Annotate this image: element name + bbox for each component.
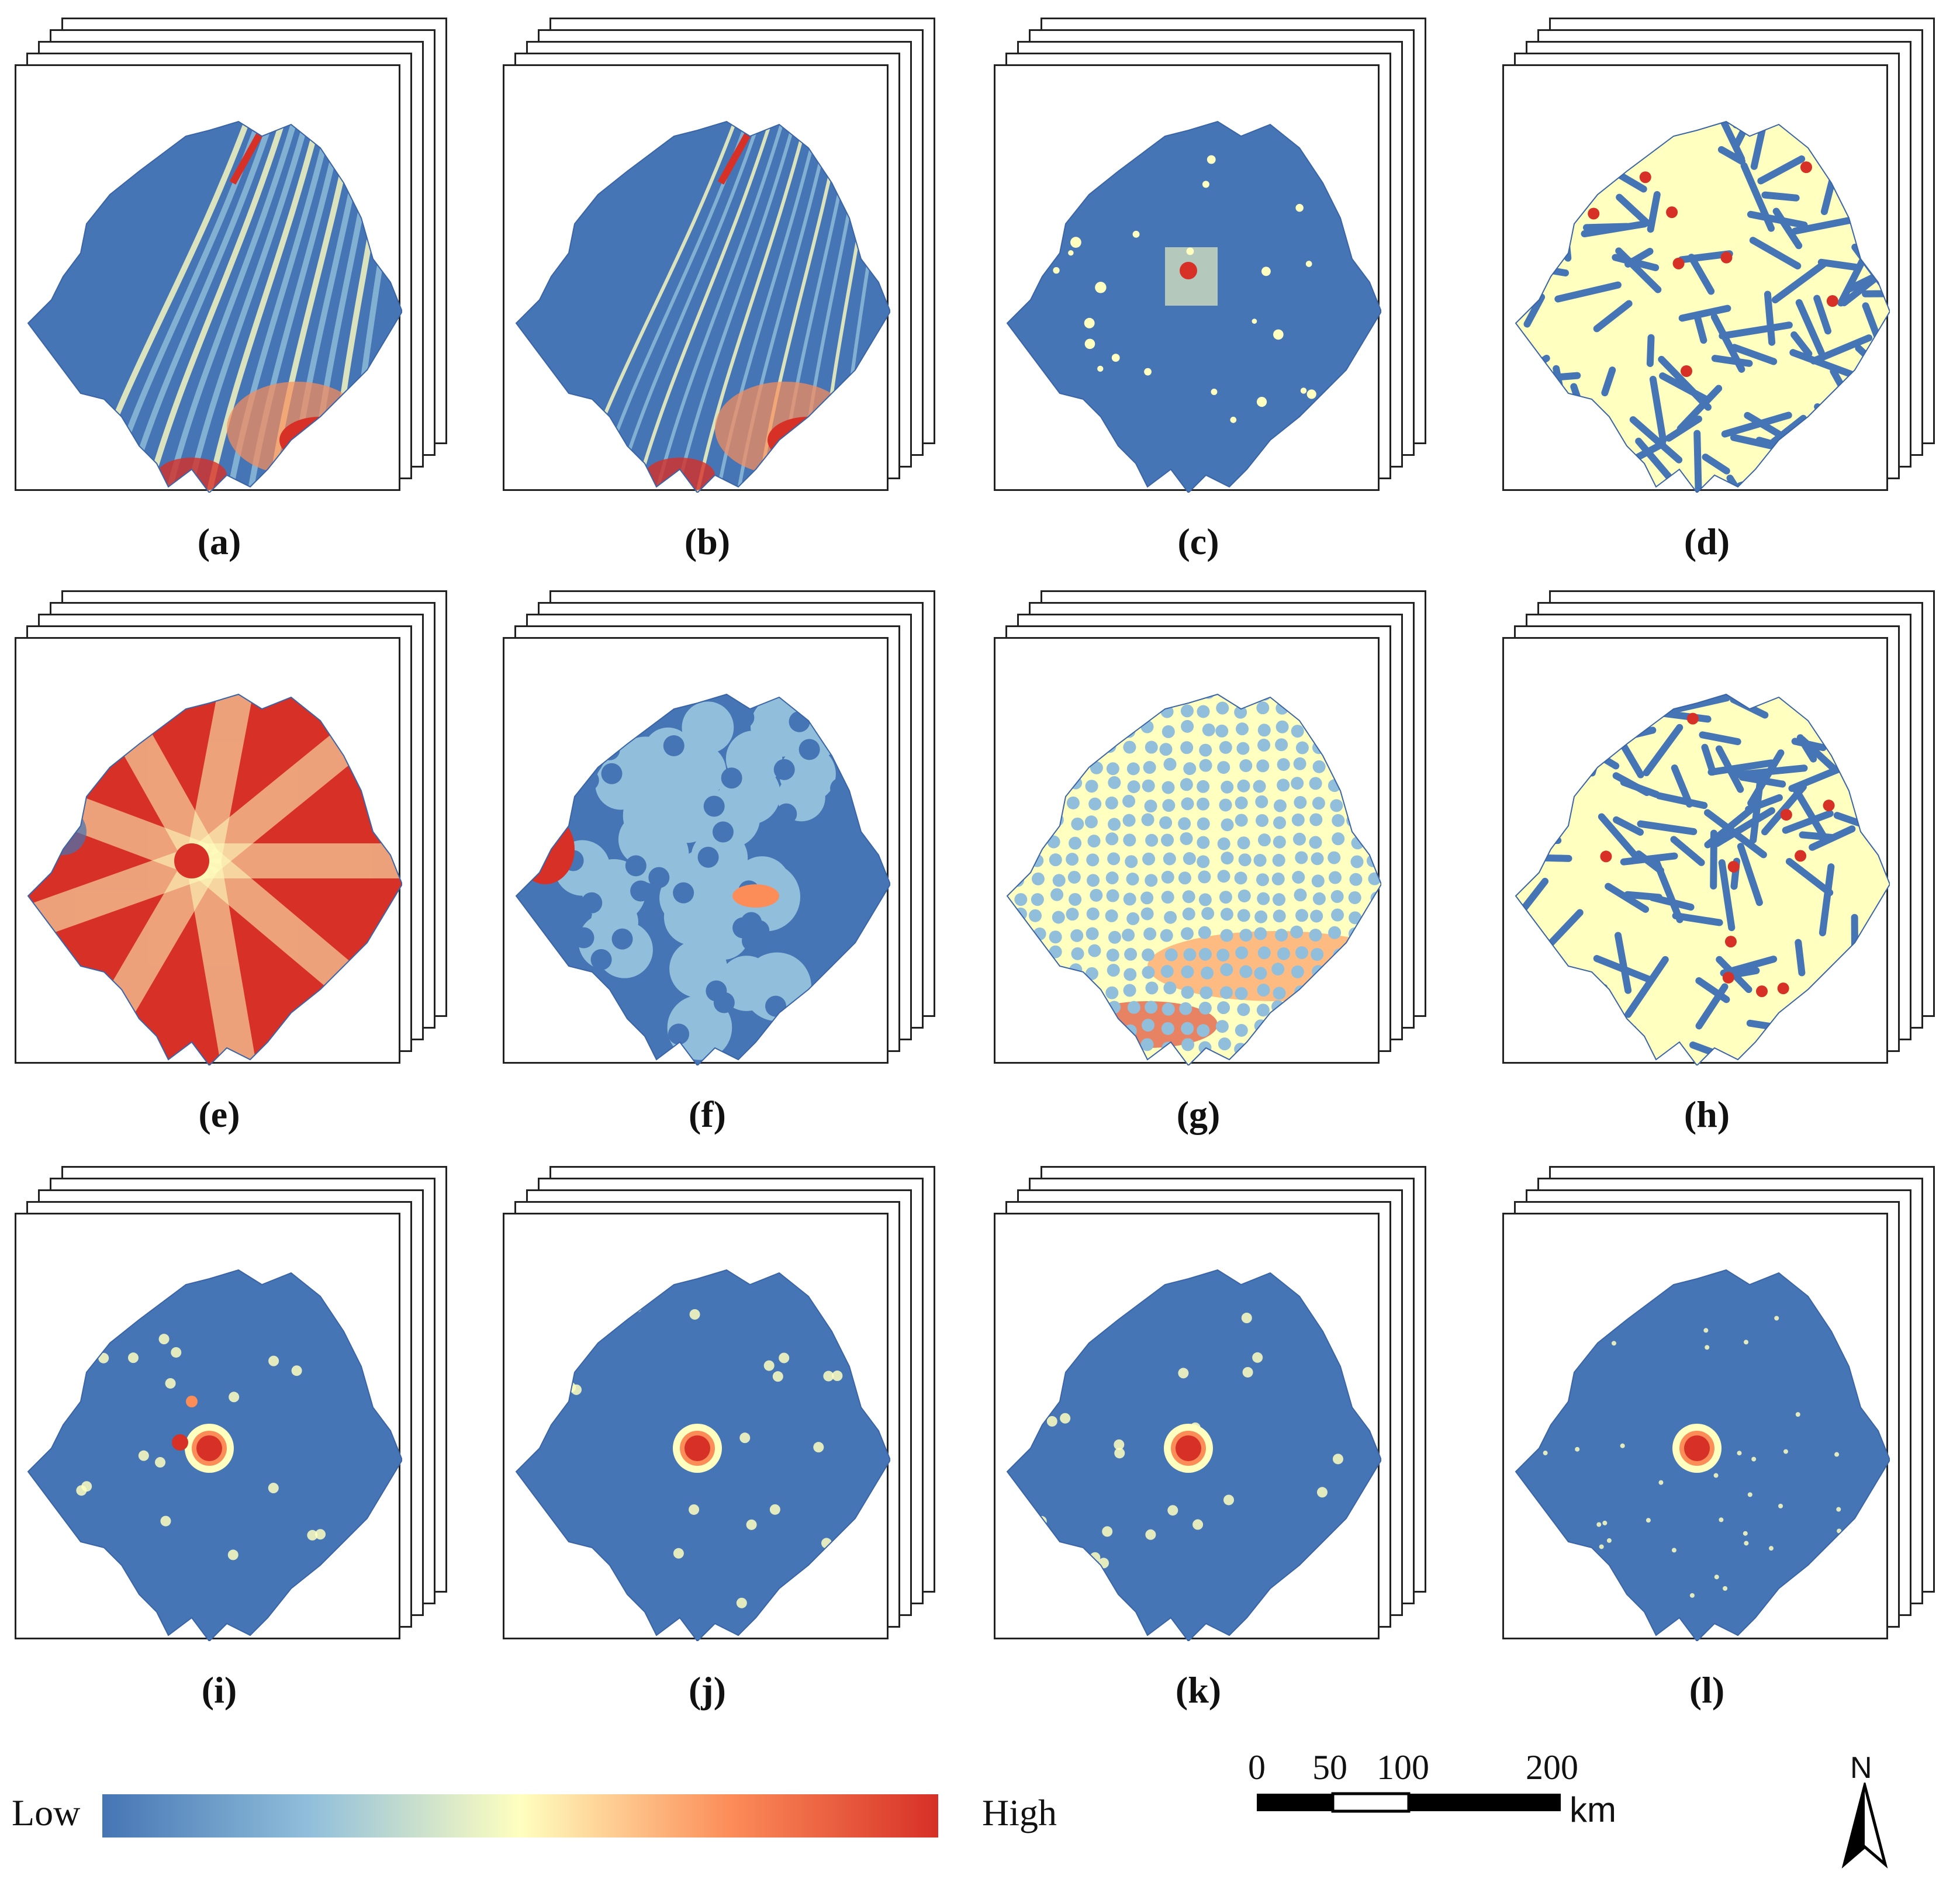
layer-stack [994,1166,1438,1657]
map-raster [515,693,890,1065]
map-raster [27,1269,402,1641]
map-panel-j: (j) [503,1166,947,1711]
map-raster [1006,120,1381,493]
map-panel-g: (g) [994,590,1438,1135]
map-raster [1515,1269,1890,1641]
panel-caption: (i) [201,1669,237,1711]
map-sheet-front [994,637,1381,1065]
map-raster [1515,120,1890,493]
panel-caption: (k) [1175,1669,1222,1711]
panel-caption: (h) [1684,1094,1730,1135]
panel-caption: (b) [684,521,731,562]
panel-caption: (a) [197,521,241,562]
map-sheet-front [994,64,1381,493]
map-sheet-front [503,64,890,493]
map-sheet-front [1502,637,1890,1065]
map-raster [515,1269,890,1641]
layer-stack [503,590,947,1081]
panel-caption: (f) [689,1094,726,1135]
map-raster [1006,1269,1381,1641]
scale-tick-100: 100 [1377,1748,1429,1787]
map-raster [27,120,402,493]
map-sheet-front [15,64,402,493]
panel-caption: (j) [689,1669,726,1711]
map-raster [1006,693,1381,1065]
scale-bar-graphic [1257,1792,1561,1813]
panel-caption: (g) [1176,1094,1221,1135]
map-panel-f: (f) [503,590,947,1135]
map-raster [1515,693,1890,1065]
map-panel-d: (d) [1502,18,1947,562]
panel-caption: (l) [1689,1669,1725,1711]
scale-tick-0: 0 [1248,1748,1266,1787]
layer-stack [15,18,459,508]
layer-stack [1502,18,1947,508]
map-panel-h: (h) [1502,590,1947,1135]
map-sheet-front [503,637,890,1065]
scale-tick-50: 50 [1312,1748,1347,1787]
layer-stack [503,18,947,508]
map-panel-c: (c) [994,18,1438,562]
map-raster [27,693,402,1065]
layer-stack [15,590,459,1081]
layer-stack [503,1166,947,1657]
map-raster [515,120,890,493]
map-panel-i: (i) [15,1166,459,1711]
panel-caption: (c) [1177,521,1219,562]
map-panel-b: (b) [503,18,947,562]
map-sheet-front [15,637,402,1065]
legend-high-label: High [982,1792,1057,1833]
layer-stack [994,590,1438,1081]
map-sheet-front [1502,64,1890,493]
scale-tick-200: 200 [1526,1748,1578,1787]
map-panel-l: (l) [1502,1166,1947,1711]
scale-unit: km [1570,1790,1616,1829]
layer-stack [994,18,1438,508]
north-arrow-icon [1841,1783,1888,1869]
map-sheet-front [15,1213,402,1641]
map-sheet-front [994,1213,1381,1641]
map-sheet-front [503,1213,890,1641]
legend-low-label: Low [12,1792,81,1833]
layer-stack [15,1166,459,1657]
map-sheet-front [1502,1213,1890,1641]
map-panel-k: (k) [994,1166,1438,1711]
map-panel-a: (a) [15,18,459,562]
legend-colorbar [102,1794,938,1838]
panel-caption: (d) [1684,521,1730,562]
layer-stack [1502,590,1947,1081]
north-label: N [1850,1751,1872,1785]
panel-caption: (e) [198,1094,240,1135]
layer-stack [1502,1166,1947,1657]
map-panel-e: (e) [15,590,459,1135]
